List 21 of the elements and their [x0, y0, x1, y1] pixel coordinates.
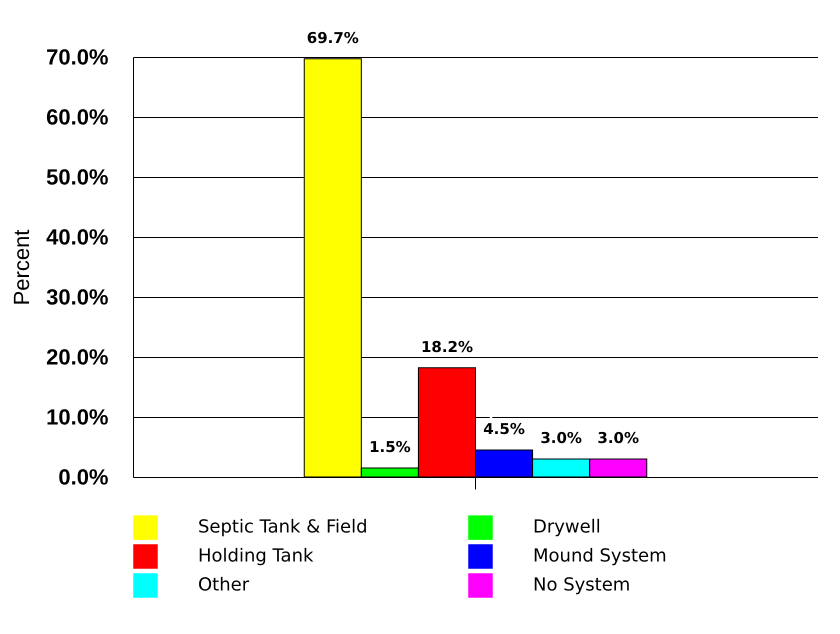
data-label: 1.5%: [369, 438, 411, 456]
y-tick-label: 60.0%: [46, 104, 108, 130]
y-tick-label: 40.0%: [46, 224, 108, 250]
legend-label: Other: [198, 574, 250, 596]
legend-label: Drywell: [533, 516, 601, 538]
y-tick-label: 50.0%: [46, 164, 108, 190]
legend-label: Mound System: [533, 546, 667, 566]
data-label: 3.0%: [540, 429, 582, 447]
data-label: 69.7%: [306, 28, 359, 47]
legend-label: Holding Tank: [198, 546, 314, 566]
legend-label: No System: [533, 574, 630, 596]
y-tick-label: 10.0%: [46, 404, 108, 430]
y-tick-label: 30.0%: [46, 284, 108, 310]
y-tick-label: 20.0%: [46, 344, 108, 370]
data-label: 18.2%: [420, 338, 473, 356]
data-label: 4.5%: [483, 420, 525, 438]
y-axis-title: Percent: [9, 230, 34, 306]
y-tick-label: 0.0%: [58, 464, 108, 490]
y-tick-label: 70.0%: [46, 44, 108, 70]
data-label: 3.0%: [597, 429, 640, 447]
legend-label: Septic Tank & Field: [198, 516, 368, 538]
